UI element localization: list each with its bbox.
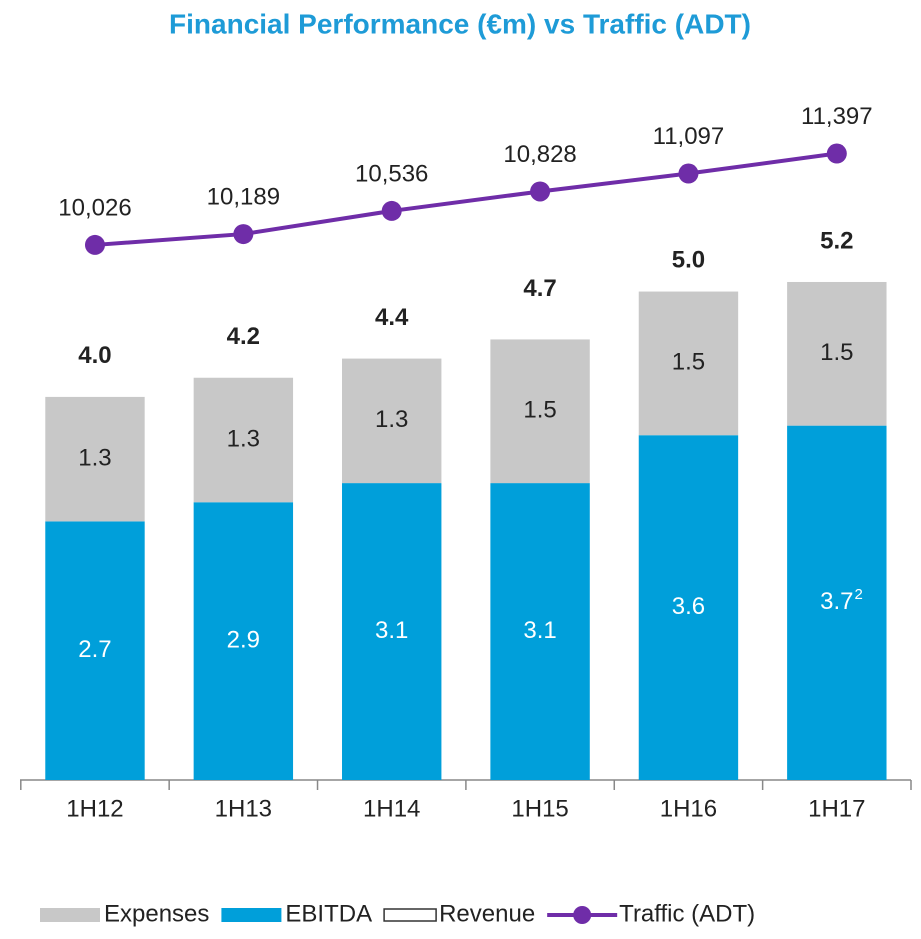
bar-segment bbox=[342, 358, 442, 484]
legend-swatch bbox=[40, 908, 100, 922]
bar-segment bbox=[787, 425, 887, 780]
total-label: 5.0 bbox=[672, 246, 705, 273]
legend-swatch bbox=[221, 908, 282, 922]
traffic-line bbox=[94, 151, 838, 247]
traffic-label: 10,026 bbox=[58, 194, 131, 221]
footnote-marker: 2 bbox=[855, 586, 863, 603]
x-tick-label: 1H15 bbox=[511, 795, 568, 822]
x-tick-label: 1H16 bbox=[660, 795, 717, 822]
segment-label: 1.3 bbox=[375, 406, 408, 433]
bar-segment bbox=[638, 291, 739, 436]
traffic-label: 11,097 bbox=[653, 123, 725, 150]
chart-title: Financial Performance (€m) vs Traffic (A… bbox=[169, 8, 751, 39]
segment-label: 3.7 bbox=[820, 588, 853, 615]
bar-segment bbox=[342, 483, 442, 780]
segment-label: 3.6 bbox=[672, 593, 705, 620]
traffic-point bbox=[530, 181, 551, 202]
bar-segment bbox=[193, 502, 294, 780]
traffic-label: 10,536 bbox=[355, 160, 428, 187]
traffic-point bbox=[84, 234, 105, 255]
x-tick-label: 1H13 bbox=[215, 795, 272, 822]
x-tick-label: 1H17 bbox=[808, 795, 865, 822]
segment-label: 1.3 bbox=[227, 425, 260, 452]
segment-label: 1.3 bbox=[78, 444, 111, 471]
traffic-point bbox=[233, 224, 254, 245]
legend-swatch bbox=[383, 908, 437, 922]
traffic-point bbox=[381, 200, 402, 221]
bar-segment bbox=[490, 483, 590, 780]
total-label: 4.4 bbox=[375, 304, 409, 331]
legend-label: Expenses bbox=[104, 900, 209, 927]
legend-label: EBITDA bbox=[285, 900, 372, 927]
legend-dot bbox=[573, 906, 592, 924]
total-label: 4.7 bbox=[523, 275, 556, 302]
traffic-point bbox=[678, 163, 699, 184]
segment-label: 3.1 bbox=[523, 617, 556, 644]
traffic-label: 11,397 bbox=[801, 103, 873, 130]
bar-segment bbox=[787, 281, 887, 426]
bar-segment bbox=[45, 396, 145, 522]
traffic-label: 10,189 bbox=[207, 183, 280, 210]
segment-label: 2.7 bbox=[78, 636, 111, 663]
total-label: 4.0 bbox=[78, 342, 111, 369]
segment-label: 2.9 bbox=[227, 626, 260, 653]
legend-label: Traffic (ADT) bbox=[619, 900, 755, 927]
bar-segment bbox=[193, 377, 294, 503]
traffic-label: 10,828 bbox=[503, 141, 576, 168]
traffic-point bbox=[826, 143, 847, 164]
legend-label: Revenue bbox=[439, 900, 535, 927]
x-tick-label: 1H14 bbox=[363, 795, 420, 822]
x-tick-label: 1H12 bbox=[66, 795, 123, 822]
segment-label: 1.5 bbox=[523, 397, 556, 424]
segment-label: 1.5 bbox=[820, 339, 853, 366]
bar-segment bbox=[490, 339, 590, 484]
total-label: 4.2 bbox=[227, 323, 260, 350]
bar-segment bbox=[45, 521, 145, 780]
bar-segment bbox=[638, 435, 739, 780]
segment-label: 3.1 bbox=[375, 617, 408, 644]
segment-label: 1.5 bbox=[672, 349, 705, 376]
total-label: 5.2 bbox=[820, 227, 853, 254]
